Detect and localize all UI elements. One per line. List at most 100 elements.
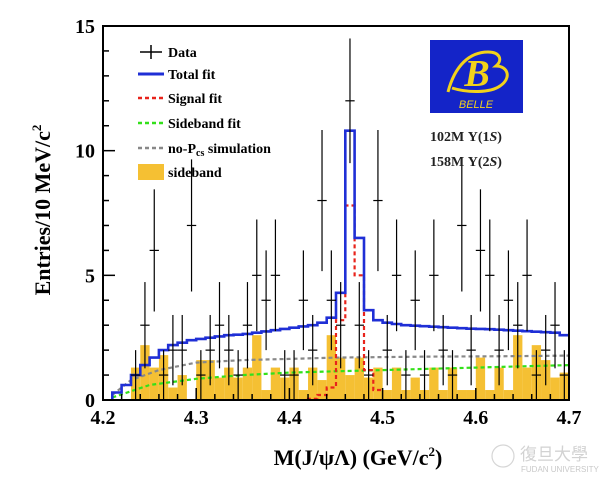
sideband-bar — [382, 390, 392, 400]
data-point — [130, 350, 141, 400]
legend-signal-fit-label: Signal fit — [168, 92, 222, 107]
sideband-bar — [475, 357, 486, 400]
y-tick-label: 10 — [75, 141, 95, 163]
data-point — [541, 314, 551, 386]
data-point — [382, 314, 392, 386]
y-tick-label: 0 — [85, 390, 95, 412]
sideband-bar — [298, 390, 309, 400]
data-point — [168, 314, 178, 386]
sideband-bar — [438, 390, 448, 400]
data-point — [550, 282, 560, 369]
sideband-bar — [177, 375, 187, 400]
x-tick-label: 4.5 — [370, 407, 395, 429]
data-point — [438, 314, 448, 386]
data-point — [391, 219, 402, 332]
data-point — [186, 159, 197, 292]
watermark-en: FUDAN UNIVERSITY — [521, 465, 599, 474]
legend-signal-fit: Signal fit — [138, 92, 222, 107]
x-tick-label: 4.4 — [277, 407, 302, 429]
legend-data: Data — [140, 45, 197, 61]
data-point — [447, 350, 458, 400]
sideband-bar — [410, 377, 420, 400]
data-point — [196, 350, 206, 400]
data-point — [401, 350, 411, 400]
sideband-bar — [242, 367, 253, 400]
y-tick-label: 5 — [85, 265, 95, 287]
data-point — [177, 314, 187, 386]
data-point — [466, 314, 476, 386]
data-point — [308, 314, 318, 386]
data-point — [140, 282, 150, 369]
sideband-bar — [317, 380, 327, 400]
sideband-bar — [466, 390, 476, 400]
data-point — [205, 314, 215, 386]
data-point — [410, 250, 420, 351]
legend-sideband-label: sideband — [168, 166, 222, 181]
data-point — [326, 250, 336, 351]
data-point — [224, 314, 234, 386]
data-point — [214, 282, 225, 369]
data-point — [252, 219, 262, 332]
data-point — [363, 350, 374, 400]
data-point — [419, 350, 430, 400]
legend: Data Total fit Signal fit Sideband fit n… — [138, 45, 271, 181]
sideband-bar — [345, 375, 355, 400]
stat-label-1s: 102M Υ(1S) — [430, 130, 502, 145]
watermark-cn: 復旦大學 — [520, 445, 588, 465]
sideband-bar — [503, 390, 514, 400]
data-point — [270, 219, 281, 332]
data-point — [531, 350, 542, 400]
x-tick-label: 4.6 — [463, 407, 488, 429]
stat-label-2s: 158M Υ(2S) — [430, 155, 502, 170]
legend-total-fit: Total fit — [138, 68, 216, 83]
sideband-bar — [391, 367, 402, 400]
data-point — [373, 129, 383, 272]
data-point — [233, 350, 243, 400]
nopcs-simulation-curve — [111, 354, 570, 396]
data-point — [345, 38, 355, 164]
belle-logo: B BELLE — [430, 40, 523, 113]
sideband-bar — [457, 390, 467, 400]
data-point — [513, 282, 523, 369]
y-axis-ticks: 0 5 10 15 — [75, 16, 115, 412]
sideband-bar — [140, 345, 150, 400]
sideband-bar — [550, 377, 560, 400]
legend-sideband-fit-label: Sideband fit — [168, 117, 241, 132]
data-point — [457, 159, 467, 292]
data-point — [280, 350, 290, 400]
sideband-bar — [252, 335, 262, 400]
belle-logo-text: BELLE — [459, 99, 494, 111]
x-axis-ticks: 4.2 4.3 4.4 4.5 4.6 4.7 — [91, 388, 582, 429]
data-point — [298, 250, 309, 351]
belle-logo-letter: B — [463, 53, 489, 95]
sideband-bar — [336, 357, 346, 400]
data-point — [261, 250, 271, 351]
data-point — [242, 282, 253, 369]
x-tick-label: 4.2 — [91, 407, 116, 429]
x-tick-label: 4.7 — [557, 407, 582, 429]
sideband-bar — [270, 367, 281, 400]
sideband-bar — [168, 387, 178, 400]
sideband-bar — [485, 390, 495, 400]
sideband-bar — [522, 367, 532, 400]
data-point — [559, 350, 569, 400]
data-point — [336, 282, 346, 369]
sideband-bar — [354, 357, 364, 400]
data-point — [485, 219, 495, 332]
sideband-bar — [429, 367, 439, 400]
data-point — [158, 350, 169, 400]
legend-nopcs-label: no-Pcs simulation — [168, 142, 271, 159]
legend-data-label: Data — [168, 46, 197, 61]
sideband-bar — [214, 377, 225, 400]
y-axis-title: Entries/10 MeV/c2 — [29, 125, 55, 296]
sideband-bar — [326, 335, 336, 400]
data-point — [317, 129, 327, 272]
sideband-bar — [373, 367, 383, 400]
legend-total-fit-label: Total fit — [168, 68, 216, 83]
data-point — [475, 189, 486, 312]
legend-sideband-fit: Sideband fit — [138, 117, 241, 132]
data-point — [494, 314, 504, 386]
plot-frame — [102, 25, 570, 401]
x-tick-label: 4.3 — [184, 407, 209, 429]
